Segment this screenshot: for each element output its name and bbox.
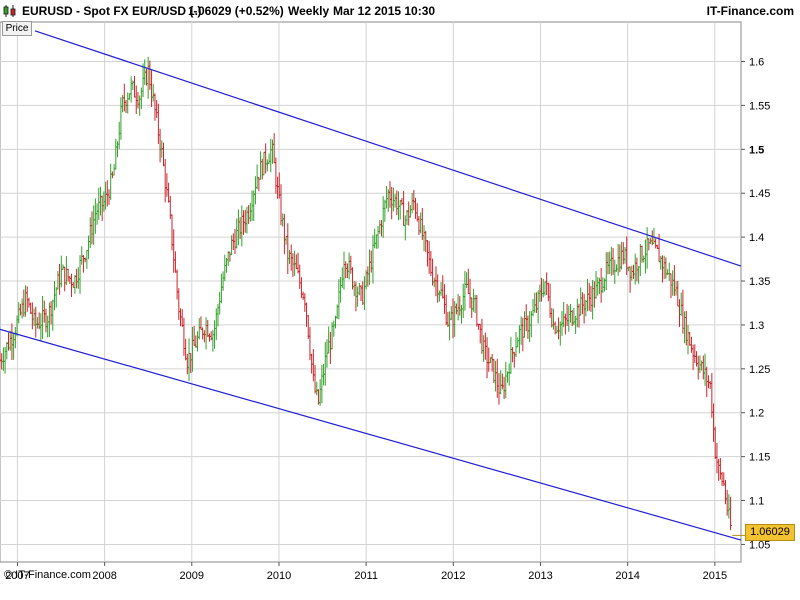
- y-tick-label: 1.05: [749, 539, 770, 551]
- y-tick-label: 1.3: [749, 320, 764, 332]
- y-tick-label: 1.15: [749, 452, 770, 464]
- period-label: Weekly: [288, 4, 330, 18]
- x-tick-label: 2007: [5, 570, 29, 582]
- symbol-title: EURUSD - Spot FX EUR/USD (-): [22, 4, 202, 18]
- price-change: 1.06029 (+0.52%): [188, 4, 284, 18]
- y-tick-label: 1.1: [749, 496, 764, 508]
- x-tick-label: 2012: [441, 570, 465, 582]
- chart-header: EURUSD - Spot FX EUR/USD (-) 1.06029 (+0…: [0, 0, 800, 22]
- y-tick-label: 1.45: [749, 188, 770, 200]
- x-tick-label: 2015: [703, 570, 727, 582]
- plot-frame: [0, 21, 742, 563]
- channel-lines: [0, 30, 742, 541]
- y-tick-label: 1.25: [749, 364, 770, 376]
- channel-line-lower: [0, 328, 742, 541]
- y-tick-label: 1.4: [749, 232, 764, 244]
- copyright-label: © IT-Finance.com: [4, 569, 91, 581]
- y-tick-label: 1.6: [749, 57, 764, 69]
- y-tick-label: 1.2: [749, 408, 764, 420]
- channel-line-upper: [34, 30, 742, 267]
- y-tick-label: 1.35: [749, 276, 770, 288]
- x-tick-label: 2010: [267, 570, 291, 582]
- datetime-label: Mar 12 2015 10:30: [333, 4, 436, 18]
- brand-label: IT-Finance.com: [706, 4, 794, 18]
- price-button[interactable]: Price: [2, 21, 32, 36]
- x-tick-label: 2011: [354, 570, 378, 582]
- last-price-badge: 1.06029: [745, 524, 795, 541]
- y-tick-label: 1.55: [749, 100, 770, 112]
- y-tick-label: 1.5: [749, 144, 764, 156]
- grid: [0, 21, 742, 563]
- x-tick-label: 2008: [92, 570, 116, 582]
- x-tick-label: 2013: [528, 570, 552, 582]
- ohlc-bars: [0, 56, 733, 531]
- axes: 1.05 1.1 1.15 1.2 1.25 1.3 1.35 1.4 1.45 1.5 1.55 1…: [5, 57, 770, 582]
- candlestick-icon: [3, 5, 16, 17]
- x-tick-label: 2014: [615, 570, 639, 582]
- x-tick-label: 2009: [180, 570, 204, 582]
